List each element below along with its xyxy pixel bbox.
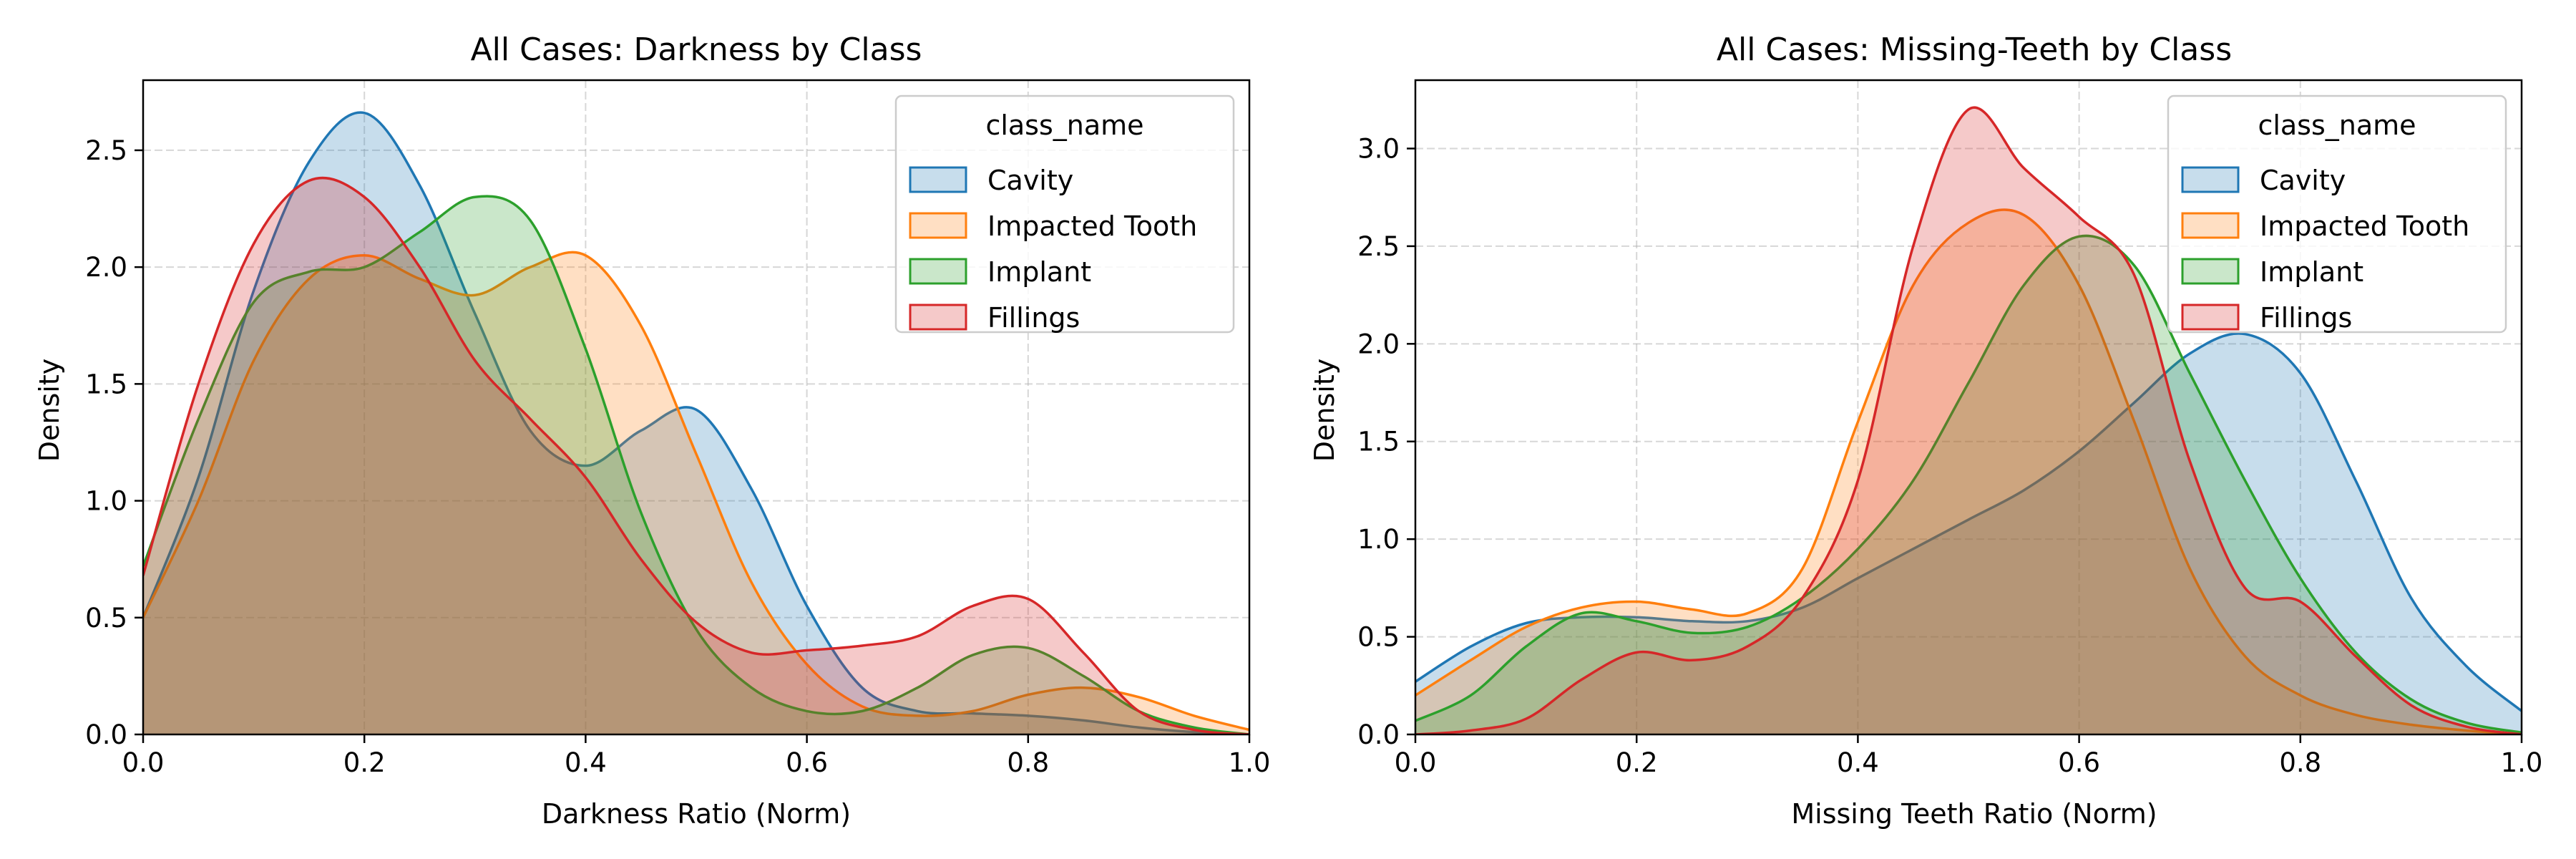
legend-swatch-impacted-tooth [2181, 212, 2240, 239]
x-tick-label: 0.0 [1395, 747, 1437, 778]
x-axis-label: Missing Teeth Ratio (Norm) [1791, 798, 2157, 830]
density-area-impacted-tooth [1415, 210, 2522, 734]
y-tick-label: 0.5 [85, 603, 127, 634]
x-tick-label: 0.2 [1616, 747, 1658, 778]
legend-swatch-cavity [909, 166, 967, 193]
legend-label-impacted-tooth: Impacted Tooth [987, 210, 1197, 242]
density-area-fillings [1415, 107, 2522, 734]
x-tick-label: 0.4 [565, 747, 607, 778]
y-tick-label: 1.0 [85, 486, 127, 517]
chart-title: All Cases: Darkness by Class [471, 31, 922, 68]
y-tick-label: 2.5 [85, 135, 127, 166]
legend-swatch-implant [2181, 258, 2240, 285]
y-tick-label: 0.5 [1357, 622, 1400, 653]
legend-swatch-fillings [2181, 304, 2240, 331]
y-tick-label: 1.5 [1357, 427, 1400, 457]
x-tick-label: 0.2 [343, 747, 386, 778]
density-line-impacted-tooth [1415, 208, 2522, 734]
legend-swatch-fillings [909, 304, 967, 331]
y-tick-label: 0.0 [1357, 719, 1400, 750]
x-tick-label: 0.8 [1007, 747, 1049, 778]
y-tick-label: 2.0 [85, 252, 127, 283]
legend-label-implant: Implant [2260, 256, 2363, 288]
x-tick-label: 0.6 [786, 747, 828, 778]
density-area-implant [143, 196, 1249, 734]
y-tick-label: 2.0 [1357, 329, 1400, 359]
density-area-implant [1415, 236, 2522, 734]
axes-frame [142, 79, 1251, 736]
legend-label-cavity: Cavity [987, 165, 1073, 196]
x-tick-label: 1.0 [1229, 747, 1271, 778]
x-tick-label: 0.4 [1837, 747, 1879, 778]
series-group [1415, 106, 2522, 734]
legend-label-fillings: Fillings [987, 302, 1080, 334]
series-group [143, 111, 1249, 734]
y-axis-label: Density [1309, 359, 1340, 462]
density-area-impacted-tooth [143, 252, 1249, 734]
legend-label-implant: Implant [987, 256, 1091, 288]
legend-label-fillings: Fillings [2260, 302, 2352, 334]
legend-frame [2167, 94, 2507, 334]
y-tick-label: 1.0 [1357, 524, 1400, 555]
legend-swatch-implant [909, 258, 967, 285]
chart-panel-darkness: All Cases: Darkness by Class Darkness Ra… [34, 31, 1270, 830]
x-tick-label: 0.6 [2058, 747, 2100, 778]
x-tick-label: 0.0 [122, 747, 165, 778]
density-area-fillings [143, 178, 1249, 734]
y-tick-label: 3.0 [1357, 133, 1400, 164]
density-line-implant [143, 195, 1249, 734]
chart-panel-missing-teeth: All Cases: Missing-Teeth by Class Missin… [1309, 31, 2542, 830]
density-line-implant [1415, 234, 2522, 734]
density-line-fillings [143, 176, 1249, 734]
density-area-cavity [1415, 333, 2522, 734]
legend: class_name Cavity Impacted Tooth Implant Fil… [894, 94, 1235, 334]
legend-swatch-impacted-tooth [909, 212, 967, 239]
legend-swatch-cavity [2181, 166, 2240, 193]
y-tick-label: 1.5 [85, 369, 127, 399]
legend-label-impacted-tooth: Impacted Tooth [2260, 210, 2469, 242]
x-axis-label: Darkness Ratio (Norm) [542, 798, 851, 830]
x-tick-label: 0.8 [2279, 747, 2321, 778]
legend-frame [894, 94, 1235, 334]
density-line-fillings [1415, 106, 2522, 734]
legend-title: class_name [2258, 110, 2416, 141]
legend-label-cavity: Cavity [2260, 165, 2346, 196]
y-tick-label: 2.5 [1357, 231, 1400, 262]
density-line-impacted-tooth [143, 251, 1249, 732]
y-tick-label: 0.0 [85, 719, 127, 750]
x-tick-label: 1.0 [2501, 747, 2543, 778]
y-axis-label: Density [34, 359, 65, 462]
density-line-cavity [143, 111, 1249, 734]
axes-frame [1414, 79, 2523, 736]
legend: class_name Cavity Impacted Tooth Implant Fil… [2167, 94, 2507, 334]
legend-title: class_name [985, 110, 1143, 141]
chart-title: All Cases: Missing-Teeth by Class [1717, 31, 2232, 68]
